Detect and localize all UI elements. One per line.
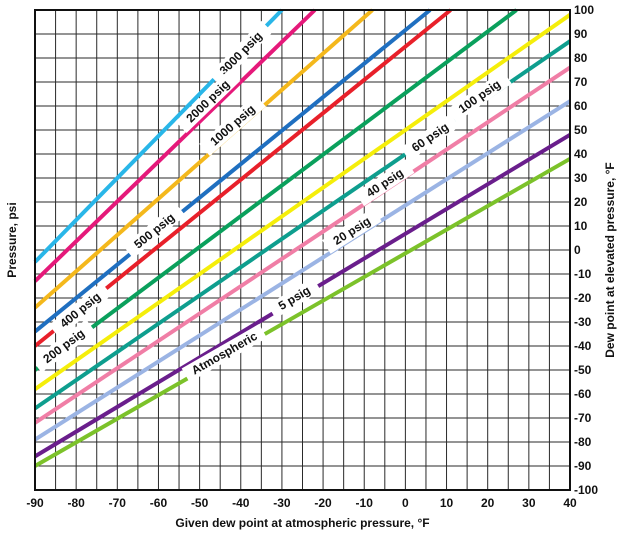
y-tick-label: 50 (574, 123, 588, 137)
series-label-backing (181, 324, 267, 383)
series-label-backing (267, 277, 322, 319)
x-tick-label: 0 (402, 496, 409, 510)
x-tick-label: -60 (150, 496, 168, 510)
x-tick-label: 10 (440, 496, 454, 510)
series-line-1000-psig (33, 8, 374, 310)
series-line-100-psig (33, 13, 572, 391)
series-line-atmospheric (34, 157, 571, 468)
left-axis-title: Pressure, psi (5, 202, 19, 277)
series-label-backing (199, 94, 266, 156)
y-tick-label: 60 (574, 99, 588, 113)
y-tick-label: -50 (574, 363, 592, 377)
y-tick-label: 30 (574, 171, 588, 185)
x-tick-label: 20 (481, 496, 495, 510)
series-label-backing (123, 203, 186, 259)
x-tick-labels: -90 -80 -70 -60 -50 -40 -30 -20 -10 0 10 20 30 40 (26, 496, 577, 510)
x-tick-label: -10 (356, 496, 374, 510)
y-tick-label: -30 (574, 315, 592, 329)
y-tick-label: 80 (574, 51, 588, 65)
y-tick-label: -90 (574, 459, 592, 473)
chart-grid (34, 9, 571, 491)
plot-frame (34, 9, 571, 491)
x-tick-label: -70 (109, 496, 127, 510)
series-line-20-psig (33, 99, 572, 442)
y-tick-label: -70 (574, 411, 592, 425)
y-tick-label: 70 (574, 75, 588, 89)
series-label-backing (31, 319, 96, 373)
series-label-backing (355, 159, 415, 207)
y-tick-label: -80 (574, 435, 592, 449)
y-tick-label: -60 (574, 387, 592, 401)
x-tick-label: -50 (191, 496, 209, 510)
y-tick-label: 20 (574, 195, 588, 209)
right-axis-title: Dew point at elevated pressure, °F (603, 162, 617, 358)
y-tick-label: -40 (574, 339, 592, 353)
x-tick-label: -20 (314, 496, 332, 510)
series-line-40-psig (33, 65, 572, 425)
series-line-500-psig (33, 8, 432, 334)
x-tick-label: 40 (563, 496, 577, 510)
x-tick-label: -90 (26, 496, 44, 510)
series-label-backing (208, 20, 273, 86)
y-tick-label: -10 (574, 267, 592, 281)
series-label-backing (175, 69, 241, 133)
y-tick-labels: -100-90-80-70-60-50-40-30-20-10010203040… (574, 3, 598, 497)
y-tick-label: 100 (574, 3, 594, 17)
series-label-backing (400, 113, 460, 161)
y-tick-label: 10 (574, 219, 588, 233)
y-tick-label: 0 (574, 243, 581, 257)
series-label-backing (447, 70, 512, 123)
y-tick-label: 90 (574, 27, 588, 41)
series-line-2000-psig (33, 8, 317, 283)
y-tick-label: 40 (574, 147, 588, 161)
series-label-group: Atmospheric (181, 324, 267, 383)
series-line-200-psig (33, 8, 518, 372)
series-label-backing (48, 282, 112, 338)
x-tick-label: 30 (522, 496, 536, 510)
x-tick-label: -30 (273, 496, 291, 510)
series-label: 100 psig (456, 77, 503, 116)
y-tick-label: -100 (574, 483, 598, 497)
y-tick-label: -20 (574, 291, 592, 305)
x-tick-label: -40 (232, 496, 250, 510)
x-tick-label: -80 (67, 496, 85, 510)
series-label-backing (322, 207, 382, 254)
x-axis-title: Given dew point at atmospheric pressure,… (175, 516, 429, 530)
